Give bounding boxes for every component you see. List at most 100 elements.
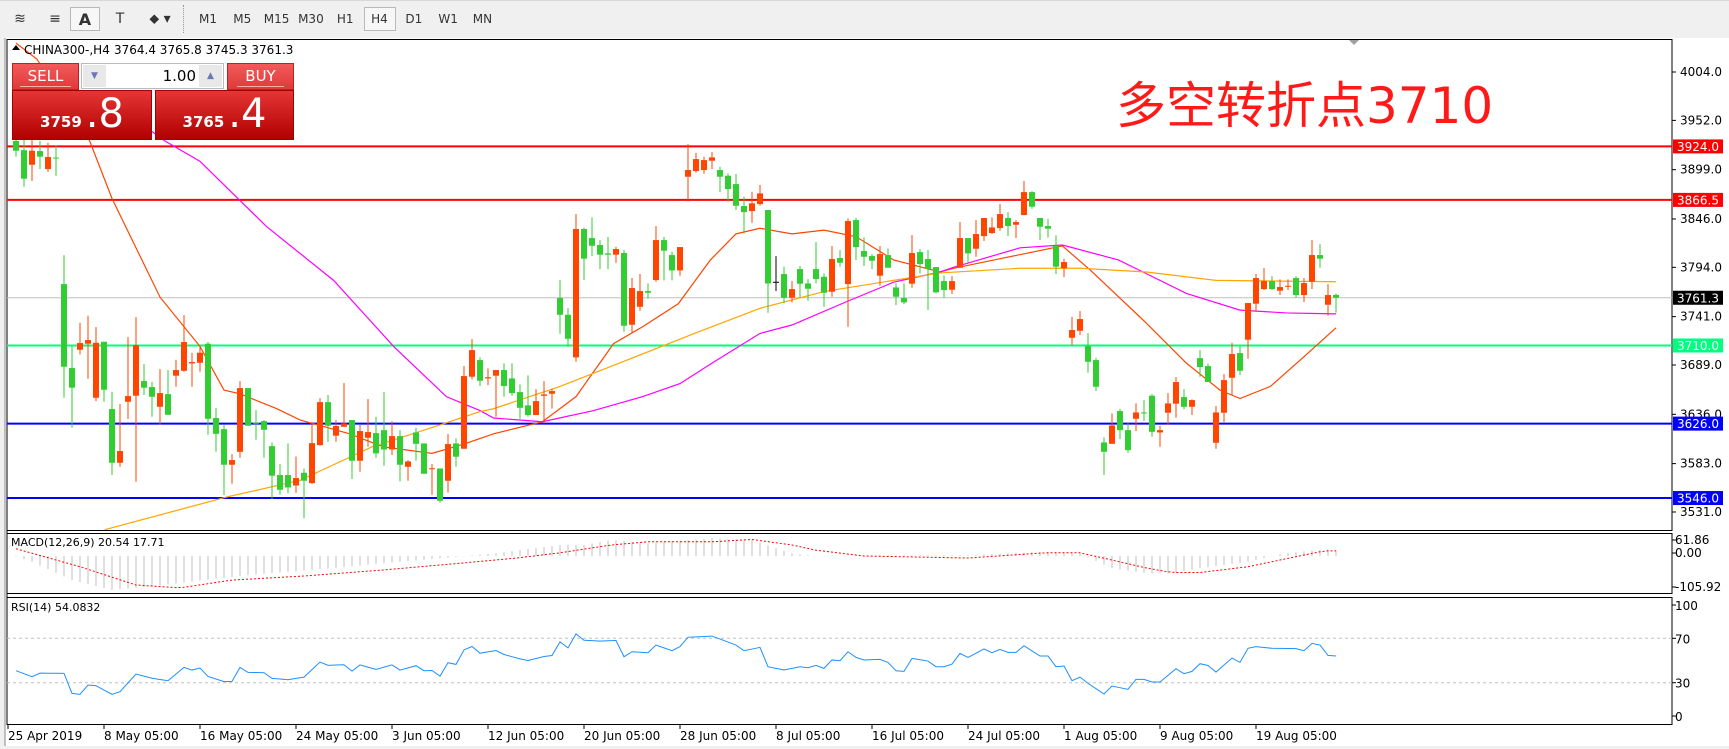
candle [421,443,427,474]
price-tick-label: 3846.0 [1680,212,1722,226]
candle-body [1293,278,1299,296]
buy-button[interactable]: BUY [227,63,294,90]
arrows-tool-button[interactable]: ⬥ ▾ [140,7,180,31]
candle [941,275,947,298]
candle [69,346,75,428]
candle-body [229,460,235,465]
timeframe-m5-button[interactable]: M5 [233,12,252,26]
toolbar: ≋ ≡ A T ⬥ ▾ M1 M5 M15 M30 H1 H4 D1 W1 MN [0,0,1729,38]
candle-body [1037,218,1043,227]
price-tick-label: 3794.0 [1680,260,1722,274]
fibonacci-tool-button[interactable]: ≡ [40,7,70,31]
candle [21,138,27,187]
candle [77,322,83,355]
lot-decrease-button[interactable]: ▼ [83,65,106,87]
text-icon: A [78,9,92,29]
elliott-wave-tool-button[interactable]: ≋ [5,7,35,31]
candle-body [269,446,275,476]
candle [661,237,667,281]
candle [1053,235,1059,275]
candle-body [813,269,819,280]
candle [245,388,251,426]
candle [805,279,811,301]
candle-body [325,402,331,426]
candle-body [1333,294,1339,298]
candle-body [173,370,179,376]
ohlc-header: 3764.4 3765.8 3745.3 3761.3 [114,43,293,57]
candle [893,283,899,306]
chart-shift-marker[interactable] [1349,40,1359,45]
lot-size-stepper[interactable]: ▼ 1.00 ▲ [81,63,224,89]
candle [221,425,227,496]
headline-annotation: 多空转折点3710 [1116,77,1494,135]
lot-increase-button[interactable]: ▲ [199,65,222,87]
timeframe-m30-button[interactable]: M30 [298,12,324,26]
level-price-tag [1673,192,1723,207]
candle [461,366,467,449]
candle-body [765,210,771,284]
candle-body [413,432,419,444]
candle-body [405,461,411,467]
candle [781,266,787,304]
candle [149,381,155,417]
candle [597,240,603,270]
candle [1213,406,1219,449]
candle [205,342,211,435]
candle [373,416,379,458]
rsi-label: RSI(14) 54.0832 [11,601,100,614]
buy-price-button[interactable]: 3765 .4 [155,90,294,140]
candle-body [877,254,883,276]
candle-body [237,388,243,452]
timeframe-m1-button[interactable]: M1 [199,12,217,26]
candle-body [1325,295,1331,305]
collapse-triangle-icon[interactable] [12,45,20,50]
one-click-trading-panel: SELL ▼ 1.00 ▲ BUY 3759 .8 3765 .4 [12,63,294,140]
timeframe-h4-button[interactable]: H4 [363,7,396,31]
candle [117,404,123,467]
candle-body [109,409,115,463]
timeframe-m15-button[interactable]: M15 [263,12,290,26]
candle [285,443,291,494]
candle-body [1213,412,1219,443]
candle-body [885,255,891,268]
timeframe-d1-button[interactable]: D1 [405,12,423,26]
candle-body [93,342,99,398]
candle-body [397,436,403,465]
macd-label: MACD(12,26,9) 20.54 17.71 [11,536,165,549]
candle [637,274,643,311]
candle-body [1053,246,1059,267]
candle [1093,357,1099,392]
time-tick-label: 25 Apr 2019 [8,729,82,743]
rsi-tick-label: 100 [1675,599,1698,613]
candle-body [789,289,795,298]
text-tool-button[interactable]: A [70,7,100,31]
candle-body [357,431,363,461]
candle [749,191,755,223]
text-label-tool-button[interactable]: T [105,7,135,31]
candle [741,196,747,234]
timeframe-mn-button[interactable]: MN [472,12,493,26]
candle [413,427,419,461]
candle-body [117,451,123,463]
candle-body [125,396,131,402]
lot-size-input[interactable]: 1.00 [162,67,196,85]
candle-body [1069,330,1075,338]
candle [1205,363,1211,383]
candle [701,156,707,174]
candle-body [509,378,515,394]
timeframe-w1-button[interactable]: W1 [438,12,458,26]
timeframe-h1-button[interactable]: H1 [336,12,354,26]
candle [837,250,843,267]
macd-tick-label: 61.86 [1675,533,1709,547]
candle-body [453,443,459,457]
candle [877,246,883,286]
candle [1149,394,1155,437]
candle [957,222,963,268]
sell-button[interactable]: SELL [12,63,79,90]
chart-window [5,38,1729,746]
candle [645,283,651,299]
time-tick-label: 1 Aug 05:00 [1064,729,1137,743]
candle-body [653,240,659,281]
sell-price-button[interactable]: 3759 .8 [12,90,152,140]
